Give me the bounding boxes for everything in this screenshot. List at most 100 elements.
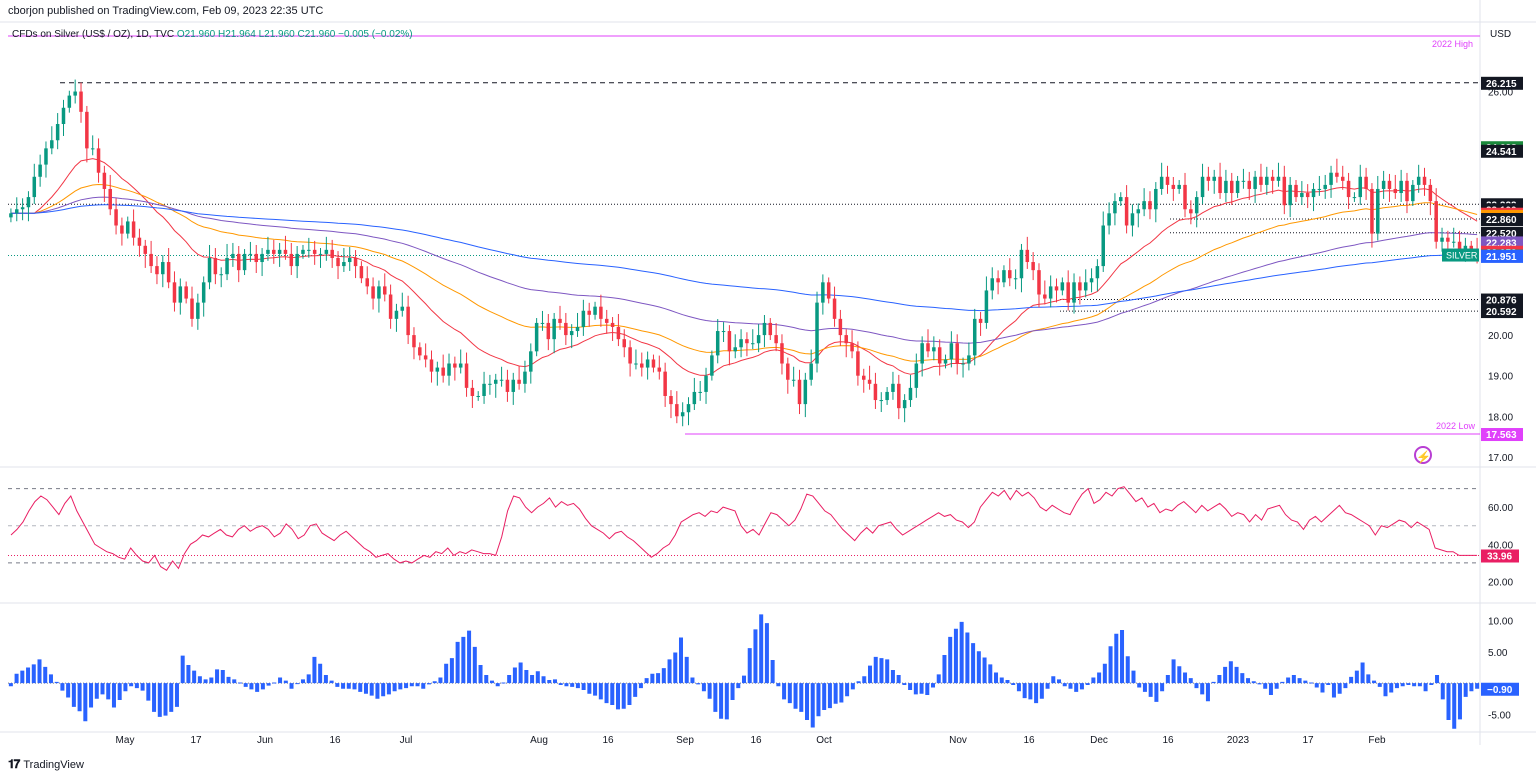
macd-bar <box>203 679 208 684</box>
candle-body <box>780 343 784 364</box>
macd-bar <box>467 630 472 684</box>
macd-bar <box>627 683 632 705</box>
candle-body <box>207 257 212 283</box>
price-tick-label: 20.00 <box>1488 331 1513 342</box>
macd-bar <box>444 663 449 684</box>
candle-body <box>663 371 667 396</box>
candle-body <box>768 322 773 336</box>
candle-body <box>155 266 159 275</box>
currency-label[interactable]: USD <box>1490 29 1512 40</box>
candle-body <box>394 310 399 319</box>
candle-body <box>236 253 241 271</box>
candle-body <box>1165 176 1170 185</box>
macd-bar <box>1291 675 1296 684</box>
level-badge-text: 24.541 <box>1486 147 1517 158</box>
candle-body <box>1113 201 1117 214</box>
macd-bar <box>180 655 185 684</box>
macd-bar <box>1234 666 1239 684</box>
candle-body <box>1189 209 1193 214</box>
candle-body <box>581 310 586 327</box>
candle-body <box>178 286 183 303</box>
macd-bar <box>1246 678 1251 684</box>
macd-bar <box>570 683 575 687</box>
candle-body <box>867 379 872 384</box>
macd-bar <box>341 683 346 689</box>
candle-body <box>9 213 13 218</box>
macd-bar <box>862 676 867 684</box>
macd-bar <box>1360 662 1365 684</box>
candle-body <box>96 148 101 173</box>
candle-body <box>1346 180 1351 198</box>
candle-body <box>575 326 580 332</box>
macd-bar <box>60 683 65 691</box>
candle-body <box>1440 237 1444 242</box>
macd-bar <box>936 674 941 684</box>
lightning-icon[interactable]: ⚡ <box>1414 446 1432 464</box>
candle-body <box>1235 180 1240 194</box>
candle-body <box>937 347 942 364</box>
macd-bar <box>71 683 76 707</box>
candle-body <box>1072 282 1076 303</box>
macd-bar <box>163 683 168 716</box>
candle-body <box>125 221 130 234</box>
candle-body <box>359 266 364 279</box>
macd-bar <box>885 659 890 684</box>
macd-bar <box>1183 672 1188 684</box>
symbol-name[interactable]: CFDs on Silver (US$ / OZ), 1D, TVC <box>12 29 175 40</box>
candle-body <box>1276 176 1281 181</box>
macd-bar <box>329 680 334 684</box>
macd-bar <box>232 679 237 684</box>
macd-bar <box>192 670 197 684</box>
footer-brand[interactable]: 𝟏𝟕 TradingView <box>8 757 84 772</box>
macd-bar <box>215 669 220 684</box>
macd-bar <box>1394 683 1399 689</box>
macd-bar <box>386 683 391 695</box>
candle-body <box>1177 184 1181 189</box>
candle-body <box>324 249 329 254</box>
macd-bar <box>982 657 987 684</box>
candle-body <box>692 391 697 405</box>
candle-body <box>599 306 603 319</box>
macd-bar <box>593 683 598 696</box>
macd-bar <box>690 677 695 684</box>
candle-body <box>406 306 410 336</box>
candle-body <box>1405 180 1409 202</box>
macd-bar <box>770 660 775 684</box>
candle-body <box>453 363 457 368</box>
candle-body <box>79 91 83 112</box>
candle-body <box>1119 197 1123 202</box>
candle-body <box>1183 184 1187 210</box>
macd-bar <box>1039 683 1044 699</box>
macd-bar <box>1045 683 1050 689</box>
macd-tick-label: -5.00 <box>1488 710 1511 721</box>
macd-bar <box>524 670 529 684</box>
candle-body <box>698 391 702 393</box>
macd-bar <box>661 668 666 684</box>
candle-body <box>616 326 621 340</box>
candle-body <box>44 148 48 165</box>
candle-body <box>569 331 574 336</box>
candle-body <box>1101 225 1105 267</box>
candle-body <box>1194 197 1199 214</box>
macd-bar <box>1079 683 1084 690</box>
macd-bar <box>54 681 59 684</box>
macd-bar <box>1469 683 1474 692</box>
candle-body <box>745 339 749 344</box>
candle-body <box>307 249 311 251</box>
candle-body <box>32 176 37 198</box>
candle-body <box>926 343 930 352</box>
candle-body <box>184 286 188 299</box>
candle-body <box>1428 184 1433 202</box>
macd-bar <box>186 665 191 684</box>
macd-bar <box>1331 683 1336 698</box>
macd-bar <box>1263 683 1268 689</box>
macd-bar <box>266 683 271 686</box>
level-badge-21.951: 21.951 <box>1481 249 1523 263</box>
macd-bar <box>152 683 157 712</box>
candle-body <box>272 249 276 254</box>
candle-body <box>1218 176 1222 194</box>
candle-body <box>774 335 778 344</box>
macd-bar <box>1274 683 1279 689</box>
macd-bar <box>146 683 151 701</box>
